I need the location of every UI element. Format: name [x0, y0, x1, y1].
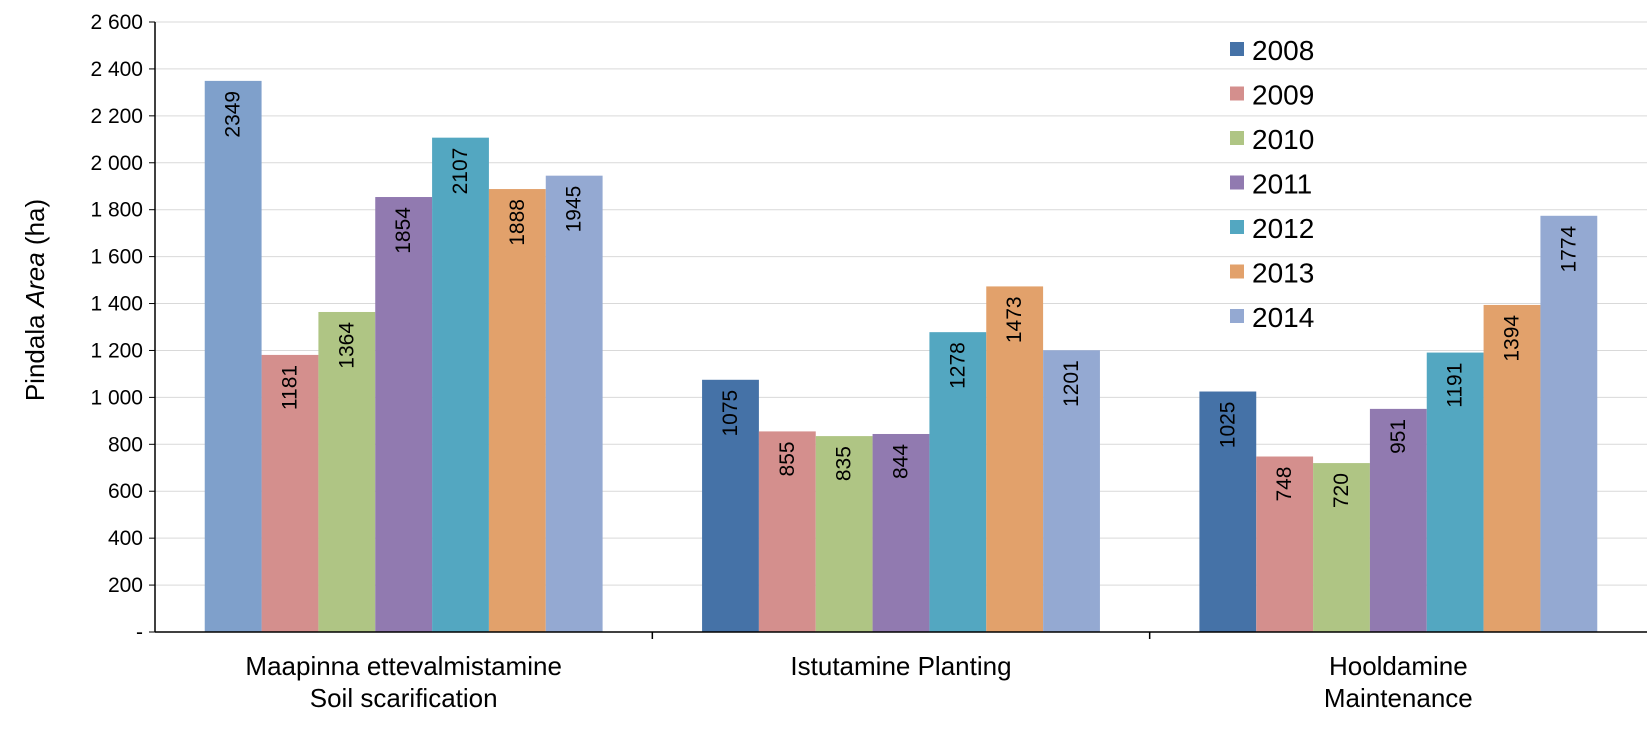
bar	[545, 175, 603, 632]
y-tick-label: 1 800	[90, 199, 143, 222]
y-tick-label: 2 200	[90, 105, 143, 128]
legend-label: 2009	[1252, 80, 1314, 111]
bar	[432, 137, 489, 632]
bar	[758, 431, 816, 632]
bar	[1199, 391, 1257, 632]
legend-swatch	[1230, 86, 1244, 101]
bar	[1313, 463, 1370, 632]
bar-value-label: 835	[833, 446, 856, 481]
bar	[204, 80, 262, 633]
legend-swatch	[1230, 309, 1244, 323]
bar-value-label: 1025	[1216, 402, 1239, 449]
bar-value-label: 951	[1387, 419, 1410, 454]
y-tick-label: -	[136, 621, 143, 644]
bar	[488, 189, 546, 633]
y-axis-label-part: Pindala	[20, 307, 50, 401]
y-tick-label: 400	[108, 527, 143, 550]
legend-label: 2013	[1252, 258, 1314, 289]
bar	[318, 311, 376, 632]
y-axis-label-part: Area	[20, 252, 50, 309]
bar-value-label: 855	[776, 441, 799, 476]
bar	[1426, 352, 1484, 632]
axes: - 200 400 600 800 1 000 1 200 1 400 1 600 1 800 2 …	[90, 11, 1647, 713]
y-tick-label: 1 000	[90, 386, 143, 409]
bar-value-label: 1075	[719, 390, 742, 437]
legend-swatch	[1230, 175, 1244, 190]
legend-label: 2014	[1252, 302, 1314, 333]
bar-value-label: 1191	[1444, 363, 1467, 408]
bar-value-label: 2107	[449, 148, 472, 195]
y-tick-label: 2 600	[90, 11, 143, 34]
legend-label: 2008	[1252, 35, 1314, 66]
bar	[1369, 408, 1427, 632]
bar-value-label: 844	[890, 444, 913, 479]
bar	[1483, 304, 1541, 632]
bar-value-label: 1394	[1501, 315, 1524, 362]
legend: 2008 2009 2010 2011 2012 2013 2014	[1230, 35, 1314, 333]
bar	[261, 354, 319, 632]
bar	[986, 286, 1044, 632]
bar-value-label: 2349	[222, 91, 245, 138]
bar-value-label: 1774	[1557, 225, 1580, 272]
y-tick-label: 1 200	[90, 339, 143, 362]
bar	[702, 379, 759, 632]
bar-value-label: 1364	[335, 322, 358, 369]
bar-value-label: 1181	[278, 365, 301, 410]
x-category-label: Maapinna ettevalmistamine	[245, 651, 562, 681]
bar	[1043, 350, 1100, 632]
legend-label: 2012	[1252, 213, 1314, 244]
x-category-label: Istutamine Planting	[790, 651, 1011, 681]
bar	[1256, 456, 1314, 632]
x-category-label: Maintenance	[1324, 683, 1473, 713]
x-category-label: Soil scarification	[310, 683, 498, 713]
bar	[1540, 215, 1598, 633]
bar-value-label: 1888	[506, 199, 529, 246]
bar-value-label: 720	[1330, 473, 1353, 508]
legend-swatch	[1230, 264, 1244, 279]
legend-swatch	[1230, 42, 1244, 56]
bar	[872, 433, 930, 632]
legend-label: 2011	[1252, 169, 1312, 200]
y-tick-label: 600	[108, 480, 143, 503]
bar	[815, 436, 873, 632]
bar-value-label: 1945	[563, 186, 586, 233]
y-axis-label-part: (ha)	[20, 199, 50, 252]
bar-value-label: 1473	[1003, 296, 1026, 343]
x-category-label: Hooldamine	[1329, 651, 1468, 681]
y-tick-label: 200	[108, 574, 143, 597]
legend-swatch	[1230, 220, 1244, 234]
bar	[929, 332, 987, 632]
bar-value-label: 1278	[946, 342, 969, 389]
bars: 1075 1025 1181 855 748 1364 835 720 1854 844 951 21…	[204, 80, 1598, 633]
y-axis-label: Pindala Area (ha)	[20, 199, 50, 401]
bar-value-label: 748	[1273, 467, 1296, 502]
legend-swatch	[1230, 131, 1244, 145]
y-tick-label: 2 000	[90, 152, 143, 175]
bar-value-label: 1854	[392, 207, 415, 254]
y-tick-label: 800	[108, 433, 143, 456]
y-tick-label: 1 600	[90, 246, 143, 269]
y-tick-label: 2 400	[90, 58, 143, 81]
bar	[375, 197, 433, 632]
legend-label: 2010	[1252, 124, 1314, 155]
y-tick-label: 1 400	[90, 293, 143, 316]
bar-value-label: 1201	[1060, 360, 1083, 407]
